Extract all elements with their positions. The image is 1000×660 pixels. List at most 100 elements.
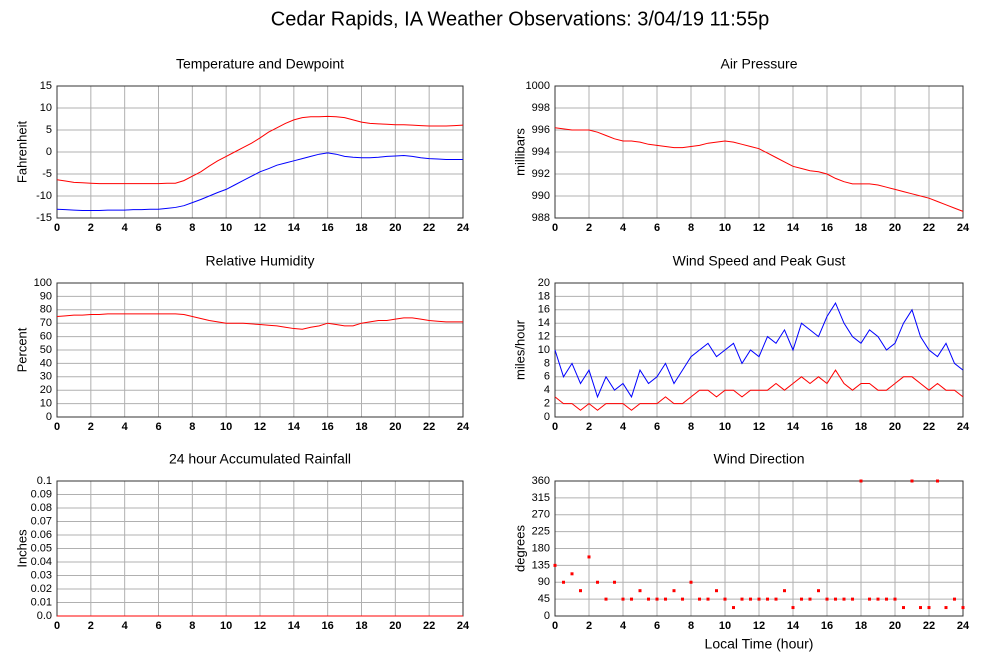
x-tick-label: 20 bbox=[889, 222, 901, 234]
data-point bbox=[723, 597, 727, 601]
data-point bbox=[766, 597, 769, 601]
x-tick-label: 8 bbox=[688, 620, 694, 632]
plot-frame bbox=[554, 480, 964, 617]
y-tick-label: 18 bbox=[538, 290, 550, 302]
y-tick-label: 180 bbox=[532, 542, 550, 554]
y-tick-label: 0.09 bbox=[31, 488, 52, 500]
y-tick-label: 988 bbox=[532, 212, 550, 224]
data-point bbox=[672, 589, 676, 593]
x-tick-label: 18 bbox=[355, 222, 367, 234]
data-point bbox=[791, 606, 795, 610]
chart-title: Air Pressure bbox=[720, 56, 797, 72]
y-tick-label: 40 bbox=[40, 357, 52, 369]
x-tick-label: 18 bbox=[355, 421, 367, 433]
y-tick-label: 90 bbox=[538, 576, 550, 588]
x-tick-label: 4 bbox=[122, 421, 129, 433]
data-point bbox=[893, 597, 897, 601]
x-tick-label: 0 bbox=[552, 620, 558, 632]
x-tick-label: 8 bbox=[189, 222, 195, 234]
data-point bbox=[579, 589, 582, 593]
x-axis-label: Local Time (hour) bbox=[705, 636, 814, 652]
x-tick-label: 20 bbox=[389, 222, 401, 234]
x-tick-label: 16 bbox=[322, 620, 334, 632]
x-tick-label: 0 bbox=[552, 222, 558, 234]
x-tick-label: 24 bbox=[957, 421, 970, 433]
x-tick-label: 8 bbox=[688, 421, 694, 433]
x-tick-label: 14 bbox=[288, 620, 301, 632]
data-point bbox=[664, 597, 667, 601]
data-point bbox=[715, 589, 718, 593]
x-tick-label: 20 bbox=[889, 421, 901, 433]
x-tick-label: 6 bbox=[155, 620, 161, 632]
y-tick-label: 225 bbox=[532, 526, 550, 538]
x-tick-label: 14 bbox=[787, 222, 800, 234]
y-tick-label: 20 bbox=[538, 277, 550, 289]
plot-frame bbox=[56, 282, 464, 418]
y-tick-label: 30 bbox=[40, 371, 52, 383]
y-tick-label: 0 bbox=[46, 411, 52, 423]
x-tick-label: 0 bbox=[552, 421, 558, 433]
x-tick-label: 12 bbox=[254, 421, 266, 433]
data-point bbox=[868, 597, 871, 601]
data-line bbox=[56, 115, 464, 185]
x-tick-label: 20 bbox=[889, 620, 901, 632]
x-tick-label: 0 bbox=[54, 620, 60, 632]
y-axis-label: Percent bbox=[14, 327, 29, 372]
data-point bbox=[876, 597, 880, 601]
y-tick-label: 2 bbox=[544, 398, 550, 410]
y-tick-label: 10 bbox=[40, 398, 52, 410]
y-tick-label: 0.0 bbox=[37, 610, 52, 622]
y-tick-label: 70 bbox=[40, 317, 52, 329]
y-tick-label: 60 bbox=[40, 331, 52, 343]
x-tick-label: 4 bbox=[122, 620, 129, 632]
y-tick-label: 135 bbox=[532, 559, 550, 571]
data-point bbox=[859, 479, 863, 483]
data-line bbox=[56, 152, 463, 212]
x-tick-label: 6 bbox=[155, 222, 161, 234]
y-tick-label: 0.1 bbox=[37, 475, 52, 487]
x-tick-label: 22 bbox=[923, 421, 935, 433]
x-tick-label: 14 bbox=[288, 421, 301, 433]
y-tick-label: -15 bbox=[36, 212, 52, 224]
y-tick-label: 4 bbox=[544, 384, 550, 396]
plot-frame bbox=[56, 85, 464, 219]
y-tick-label: 16 bbox=[538, 304, 550, 316]
x-tick-label: 10 bbox=[719, 222, 731, 234]
y-tick-label: 0.06 bbox=[31, 529, 52, 541]
data-point bbox=[936, 479, 939, 483]
y-tick-label: 12 bbox=[538, 331, 550, 343]
y-tick-label: 15 bbox=[40, 80, 52, 92]
x-tick-label: 10 bbox=[719, 421, 731, 433]
data-point bbox=[944, 606, 948, 610]
x-tick-label: 2 bbox=[586, 620, 592, 632]
chart-title: 24 hour Accumulated Rainfall bbox=[169, 451, 351, 467]
y-tick-label: 100 bbox=[34, 277, 52, 289]
y-tick-label: 0 bbox=[46, 146, 52, 158]
y-tick-label: 0.04 bbox=[31, 556, 52, 568]
y-tick-label: 990 bbox=[532, 190, 550, 202]
x-tick-label: 24 bbox=[457, 222, 470, 234]
x-tick-label: 14 bbox=[787, 620, 800, 632]
y-tick-label: 45 bbox=[538, 593, 550, 605]
x-tick-label: 6 bbox=[155, 421, 161, 433]
data-point bbox=[834, 597, 837, 601]
y-tick-label: 0 bbox=[544, 411, 550, 423]
x-tick-label: 22 bbox=[423, 421, 435, 433]
x-tick-label: 22 bbox=[423, 222, 435, 234]
y-axis-label: millibars bbox=[512, 128, 527, 176]
x-tick-label: 4 bbox=[620, 222, 627, 234]
data-point bbox=[655, 597, 659, 601]
x-tick-label: 6 bbox=[654, 620, 660, 632]
y-tick-label: 1000 bbox=[526, 80, 550, 92]
x-tick-label: 10 bbox=[220, 222, 232, 234]
x-tick-label: 24 bbox=[957, 620, 970, 632]
y-tick-label: 0 bbox=[544, 610, 550, 622]
x-tick-label: 24 bbox=[457, 620, 470, 632]
x-tick-label: 24 bbox=[457, 421, 470, 433]
x-tick-label: 10 bbox=[220, 421, 232, 433]
data-point bbox=[757, 597, 761, 601]
chart-title: Wind Speed and Peak Gust bbox=[673, 253, 846, 269]
data-point bbox=[749, 597, 752, 601]
x-tick-label: 18 bbox=[855, 620, 867, 632]
